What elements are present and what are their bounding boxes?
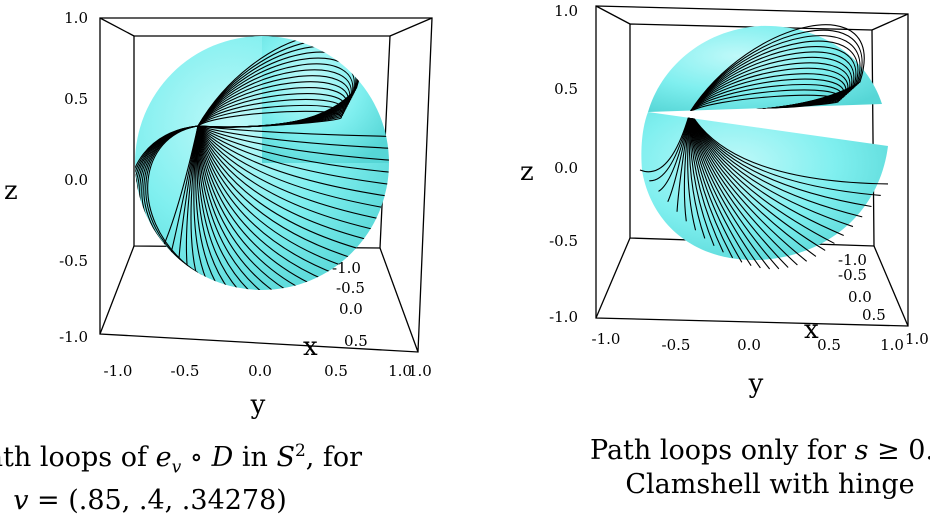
right-x-tick: 1.0: [905, 330, 929, 348]
right-box-frame: [595, 5, 909, 327]
left-z-ticks: 1.0 0.5 0.0 -0.5 -1.0: [59, 9, 88, 346]
loop-curve: [197, 125, 338, 276]
loop-curve: [197, 125, 389, 174]
loop-curve: [197, 125, 389, 198]
caption-math: e: [155, 442, 172, 473]
left-x-tick: -1.0: [332, 259, 361, 277]
loop-curve: [197, 125, 389, 150]
loop-curve: [197, 125, 389, 162]
loop-curve: [197, 125, 270, 290]
caption-text: Path loops only for: [590, 435, 855, 466]
right-caption: Path loops only for s ≥ 0.1: Clamshell w…: [590, 434, 930, 502]
caption-text: in: [233, 442, 277, 473]
loop-curve: [197, 125, 258, 290]
caption-math: v: [13, 485, 29, 517]
right-caption-line1: Path loops only for s ≥ 0.1:: [590, 434, 930, 468]
loop-curve: [196, 125, 234, 290]
left-y-tick: 0.5: [324, 362, 348, 380]
left-x-axis-label: x: [303, 332, 318, 362]
left-y-ticks: -1.0 -0.5 0.0 0.5 1.0: [104, 362, 412, 380]
right-plot: 1.0 0.5 0.0 -0.5 -1.0 z -1.0 -0.5 0.0 0.…: [520, 2, 929, 399]
loop-curve: [197, 125, 328, 282]
right-y-ticks: -1.0 -0.5 0.0 0.5 1.0: [592, 330, 904, 354]
loop-curve: [197, 125, 379, 232]
left-caption-line2: v = (.85, .4, .34278): [0, 484, 330, 518]
right-x-tick: -1.0: [838, 251, 867, 269]
right-z-tick: 0.0: [554, 159, 578, 177]
loop-curve: [190, 125, 200, 283]
right-y-tick: -0.5: [662, 336, 691, 354]
left-y-tick: 1.0: [388, 362, 412, 380]
left-plot: 1.0 0.5 0.0 -0.5 -1.0 z -1.0 -0.5 0.0 0.…: [4, 9, 433, 420]
left-z-tick: -1.0: [59, 328, 88, 346]
left-box-frame: [99, 17, 433, 353]
loop-curve: [197, 125, 306, 290]
loop-curve: [197, 125, 389, 210]
right-x-tick: 0.5: [862, 306, 886, 324]
loop-curve: [197, 125, 246, 290]
left-x-ticks: -1.0 -0.5 0.0 0.5 1.0: [332, 259, 432, 380]
left-x-tick: 0.5: [344, 332, 368, 350]
right-caption-line2: Clamshell with hinge: [625, 469, 915, 500]
right-y-tick: -1.0: [592, 330, 621, 348]
caption-math: D: [211, 442, 234, 473]
caption-text: Path loops of: [0, 442, 147, 473]
left-caption-line1: Path loops of ev ∘ D in S2, for: [0, 434, 362, 484]
left-caption: Path loops of ev ∘ D in S2, for v = (.85…: [0, 434, 362, 518]
caption-math: s: [854, 435, 869, 466]
right-y-tick: 0.0: [737, 336, 761, 354]
caption-math: S: [276, 442, 295, 473]
right-bottom-loops: [639, 112, 888, 270]
right-y-tick: 1.0: [880, 336, 904, 354]
caption-math-sub: v: [171, 457, 182, 478]
right-x-ticks: -1.0 -0.5 0.0 0.5 1.0: [838, 251, 929, 348]
loop-curve: [197, 125, 389, 186]
loop-curve: [197, 125, 348, 269]
left-z-tick: 0.0: [64, 171, 88, 189]
left-y-axis-label: y: [250, 390, 266, 420]
left-z-tick: 0.5: [64, 90, 88, 108]
left-y-tick: -1.0: [104, 362, 133, 380]
right-z-tick: -1.0: [549, 308, 578, 326]
left-z-tick: 1.0: [64, 9, 88, 27]
loop-curve: [195, 125, 222, 290]
loop-curve: [689, 112, 888, 185]
left-x-tick: -0.5: [336, 279, 365, 297]
caption-math-sup: 2: [294, 441, 306, 461]
right-bottom-shell: [641, 112, 888, 261]
loop-curve: [197, 125, 294, 290]
loop-curve: [197, 125, 373, 242]
right-z-tick: 0.5: [554, 80, 578, 98]
right-x-tick: 0.0: [848, 288, 872, 306]
caption-text: = (.85, .4, .34278): [28, 485, 287, 517]
right-x-axis-label: x: [804, 315, 819, 345]
right-z-axis-label: z: [520, 157, 534, 187]
caption-text: , for: [305, 442, 363, 473]
right-y-tick: 0.5: [817, 336, 841, 354]
left-z-tick: -0.5: [59, 252, 88, 270]
right-x-tick: -0.5: [838, 266, 867, 284]
right-y-axis-label: y: [748, 369, 764, 399]
left-x-tick: 1.0: [408, 362, 432, 380]
left-y-tick: 0.0: [248, 362, 272, 380]
loop-curve: [197, 125, 357, 260]
loop-curve: [147, 125, 199, 267]
left-y-tick: -0.5: [171, 362, 200, 380]
right-z-ticks: 1.0 0.5 0.0 -0.5 -1.0: [549, 2, 578, 326]
caption-text: ≥ 0.1:: [877, 435, 930, 466]
left-z-axis-label: z: [4, 176, 18, 206]
left-x-tick: 0.0: [339, 300, 363, 318]
loop-curve: [197, 125, 365, 252]
loop-curve: [197, 125, 317, 288]
loop-curve: [197, 125, 385, 221]
right-z-tick: 1.0: [554, 2, 578, 20]
loop-curve: [193, 125, 211, 288]
loop-curve: [197, 125, 282, 290]
right-z-tick: -0.5: [549, 232, 578, 250]
caption-text: ∘: [181, 442, 212, 473]
